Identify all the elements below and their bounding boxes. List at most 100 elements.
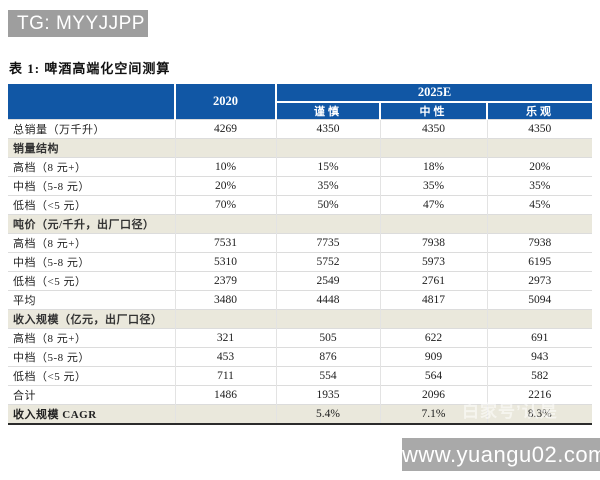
data-cell: 453 <box>174 347 276 367</box>
data-cell: 711 <box>174 366 276 386</box>
data-cell: 20% <box>174 176 276 196</box>
data-cell: 1486 <box>174 385 276 405</box>
data-cell: 622 <box>379 328 487 348</box>
row-label: 收入规模 CAGR <box>8 404 175 424</box>
row-label: 高档（8 元+） <box>8 328 175 348</box>
data-cell: 4269 <box>174 119 276 139</box>
data-cell <box>379 309 487 329</box>
row-label: 销量结构 <box>8 138 175 158</box>
data-cell: 35% <box>275 176 380 196</box>
data-cell: 876 <box>275 347 380 367</box>
data-cell: 5973 <box>379 252 487 272</box>
row-label: 中档（5-8 元） <box>8 252 175 272</box>
data-cell <box>174 214 276 234</box>
header-2020: 2020 <box>174 84 277 120</box>
table-row: 收入规模 CAGR 5.4% 7.1% 8.3% <box>8 404 593 424</box>
data-cell: 4817 <box>379 290 487 310</box>
table-row: 平均 3480 4448 4817 5094 <box>8 290 593 310</box>
data-cell: 321 <box>174 328 276 348</box>
data-cell: 2096 <box>379 385 487 405</box>
table-header: 2020 2025E 谨慎 中性 乐观 <box>8 84 593 120</box>
data-cell: 5752 <box>275 252 380 272</box>
header-blank-cell <box>8 84 175 120</box>
data-cell: 15% <box>275 157 380 177</box>
data-cell: 18% <box>379 157 487 177</box>
data-cell: 4448 <box>275 290 380 310</box>
header-row-scenarios: 谨慎 中性 乐观 <box>8 102 593 120</box>
data-cell: 2216 <box>486 385 593 405</box>
data-cell: 4350 <box>275 119 380 139</box>
section-row: 销量结构 <box>8 138 593 158</box>
data-cell <box>174 404 276 424</box>
row-label: 中档（5-8 元） <box>8 176 175 196</box>
data-cell: 2379 <box>174 271 276 291</box>
row-label: 合计 <box>8 385 175 405</box>
data-cell: 47% <box>379 195 487 215</box>
table-row: 高档（8 元+） 321 505 622 691 <box>8 328 593 348</box>
data-cell <box>275 309 380 329</box>
data-cell: 909 <box>379 347 487 367</box>
row-label: 平均 <box>8 290 175 310</box>
row-label: 低档（<5 元） <box>8 271 175 291</box>
data-cell: 5310 <box>174 252 276 272</box>
data-cell: 8.3% <box>486 404 593 424</box>
table-row: 低档（<5 元） 70% 50% 47% 45% <box>8 195 593 215</box>
table-row: 高档（8 元+） 7531 7735 7938 7938 <box>8 233 593 253</box>
data-cell: 7735 <box>275 233 380 253</box>
data-cell: 6195 <box>486 252 593 272</box>
data-cell: 564 <box>379 366 487 386</box>
data-cell: 2761 <box>379 271 487 291</box>
row-label: 低档（<5 元） <box>8 195 175 215</box>
table-row: 中档（5-8 元） 453 876 909 943 <box>8 347 593 367</box>
header-row-top: 2020 2025E <box>8 84 593 120</box>
data-cell: 505 <box>275 328 380 348</box>
data-cell: 7938 <box>486 233 593 253</box>
data-cell <box>486 309 593 329</box>
data-cell: 50% <box>275 195 380 215</box>
data-cell <box>275 138 380 158</box>
table-row: 中档（5-8 元） 20% 35% 35% 35% <box>8 176 593 196</box>
data-cell: 7.1% <box>379 404 487 424</box>
data-cell: 3480 <box>174 290 276 310</box>
table-row: 低档（<5 元） 711 554 564 582 <box>8 366 593 386</box>
tg-badge: TG: MYYJJPP <box>8 10 148 37</box>
data-cell <box>379 138 487 158</box>
data-cell: 70% <box>174 195 276 215</box>
row-label: 收入规模（亿元，出厂口径） <box>8 309 175 329</box>
row-label: 吨价（元/千升，出厂口径） <box>8 214 175 234</box>
data-cell: 7531 <box>174 233 276 253</box>
data-cell: 20% <box>486 157 593 177</box>
data-cell: 554 <box>275 366 380 386</box>
data-cell <box>174 309 276 329</box>
data-cell: 10% <box>174 157 276 177</box>
data-cell: 2973 <box>486 271 593 291</box>
table-row: 低档（<5 元） 2379 2549 2761 2973 <box>8 271 593 291</box>
data-cell: 691 <box>486 328 593 348</box>
header-scenario-cautious: 谨慎 <box>275 102 380 120</box>
data-cell <box>486 214 593 234</box>
data-cell: 943 <box>486 347 593 367</box>
data-cell: 4350 <box>379 119 487 139</box>
beer-premiumization-table: 2020 2025E 谨慎 中性 乐观 总销量（万千升） 4269 4350 4350… <box>8 84 593 425</box>
site-watermark: www.yuangu02.com <box>402 438 600 471</box>
data-cell <box>379 214 487 234</box>
table-row: 总销量（万千升） 4269 4350 4350 4350 <box>8 119 593 139</box>
section-row: 吨价（元/千升，出厂口径） <box>8 214 593 234</box>
row-label: 低档（<5 元） <box>8 366 175 386</box>
data-cell <box>486 138 593 158</box>
row-label: 高档（8 元+） <box>8 157 175 177</box>
data-cell: 7938 <box>379 233 487 253</box>
table-title: 表 1: 啤酒高端化空间测算 <box>9 61 171 76</box>
table-body: 总销量（万千升） 4269 4350 4350 4350 销量结构 高档（8 元+） 10% 1… <box>8 119 593 424</box>
tg-badge-text: TG: MYYJJPP <box>17 13 145 34</box>
data-cell: 35% <box>486 176 593 196</box>
header-2025e-group: 2025E <box>276 84 593 103</box>
header-scenario-neutral: 中性 <box>379 102 487 120</box>
table-row: 合计 1486 1935 2096 2216 <box>8 385 593 405</box>
data-cell: 5.4% <box>275 404 380 424</box>
table-row: 中档（5-8 元） 5310 5752 5973 6195 <box>8 252 593 272</box>
data-cell: 5094 <box>486 290 593 310</box>
header-scenario-optimistic: 乐观 <box>485 102 593 120</box>
row-label: 总销量（万千升） <box>8 119 175 139</box>
